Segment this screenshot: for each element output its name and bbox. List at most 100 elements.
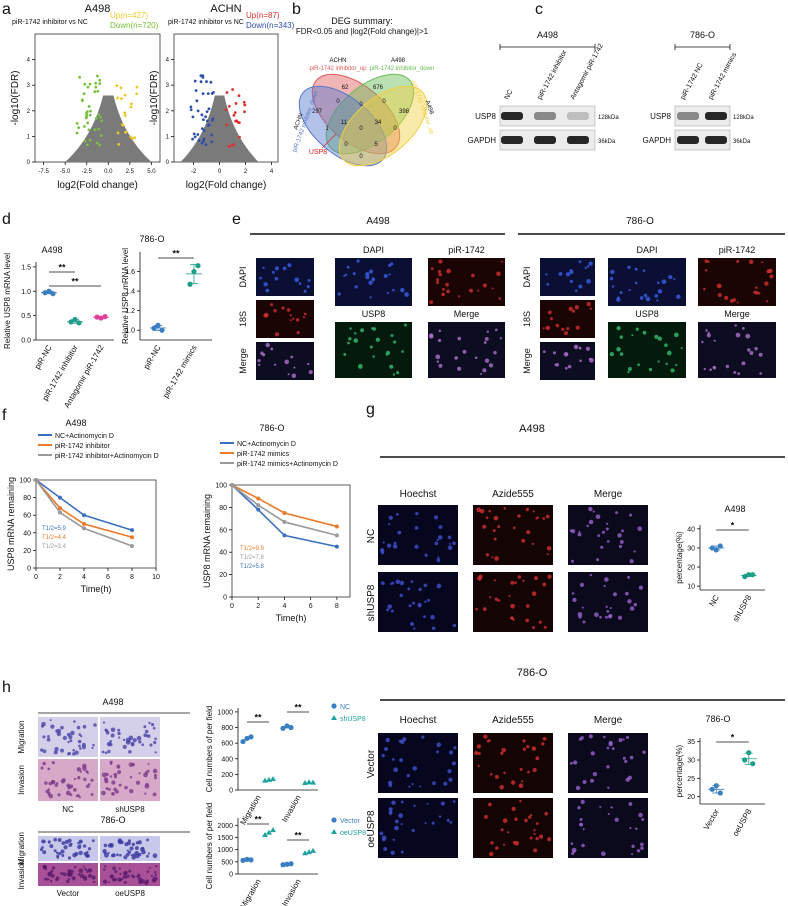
- cell: [606, 522, 609, 525]
- cell: [599, 805, 602, 808]
- cell: [383, 273, 388, 279]
- cell: [447, 545, 453, 551]
- cell: [344, 273, 348, 276]
- cell: [513, 526, 516, 530]
- cell: [382, 541, 385, 544]
- cell: [442, 287, 445, 291]
- cell: [531, 626, 535, 629]
- data-point: [130, 535, 134, 540]
- cell: [609, 351, 614, 357]
- cell: [619, 539, 624, 544]
- cell: [392, 838, 395, 841]
- cell: [579, 582, 585, 588]
- micrograph: [335, 258, 412, 306]
- cell: [47, 871, 52, 877]
- chart-title: A498: [41, 245, 62, 255]
- cell: [82, 865, 85, 868]
- cell: [599, 615, 602, 619]
- cell: [385, 353, 388, 356]
- cell: [138, 740, 142, 744]
- cell: [413, 804, 416, 808]
- cell: [661, 279, 667, 284]
- cell: [354, 332, 357, 335]
- cell: [87, 847, 92, 851]
- cell: [136, 875, 140, 879]
- cell: [736, 260, 740, 263]
- point-cloud: [224, 108, 228, 112]
- cell: [150, 722, 155, 727]
- x-tick-label: -2.5: [82, 169, 93, 175]
- cell: [146, 870, 150, 873]
- highlight-arrow: [321, 133, 337, 149]
- data-point: [256, 507, 261, 512]
- comparison: piR-1742 inhibitor vs NC: [12, 19, 88, 26]
- y-tick-label: 0.0: [21, 338, 31, 345]
- x-tick-label: oeUSP8: [731, 807, 754, 838]
- cell: [144, 729, 149, 734]
- cell: [418, 587, 422, 592]
- cell: [365, 274, 370, 280]
- cell: [111, 853, 116, 858]
- cell: [581, 606, 584, 609]
- cell: [437, 535, 443, 540]
- row-label: Merge: [238, 348, 248, 374]
- series-line: [35, 479, 133, 531]
- cell: [86, 870, 90, 873]
- cell: [60, 748, 64, 753]
- venn-set: [311, 73, 401, 155]
- cell: [618, 738, 623, 743]
- cell: [754, 347, 758, 351]
- point-cloud: [116, 96, 120, 100]
- y-tick-label: 500: [221, 859, 233, 866]
- cell: [637, 363, 640, 367]
- blot: [674, 105, 731, 127]
- point-cloud: [97, 113, 101, 117]
- cell: [153, 870, 157, 874]
- cell: [538, 620, 542, 624]
- point-cloud: [191, 115, 195, 119]
- row-label: 18S: [522, 311, 532, 327]
- point-cloud: [193, 135, 197, 139]
- cell: [452, 800, 456, 803]
- cell: [753, 290, 756, 294]
- cell: [87, 873, 93, 878]
- cell: [79, 844, 82, 847]
- band: [677, 136, 699, 144]
- column-label: NC: [62, 805, 74, 814]
- cell: [60, 779, 66, 784]
- data-point: [280, 862, 286, 868]
- cell: [545, 273, 548, 276]
- cell: [589, 307, 592, 310]
- chart-title: 786-O: [259, 423, 284, 433]
- cell: [40, 748, 44, 752]
- cell: [82, 724, 87, 729]
- data-point: [195, 263, 201, 269]
- point-cloud: [86, 121, 90, 125]
- cell: [76, 767, 82, 772]
- cell: [71, 876, 76, 881]
- cell: [611, 747, 615, 751]
- cell: [437, 269, 442, 274]
- y-tick-label: 0: [166, 160, 170, 166]
- cell: [656, 281, 660, 284]
- cell: [561, 327, 565, 331]
- cell: [528, 815, 532, 819]
- cell: [419, 785, 422, 788]
- cell: [145, 880, 149, 884]
- x-tick-label: 5.0: [147, 169, 156, 175]
- cell: [621, 529, 625, 533]
- data-point: [248, 734, 254, 740]
- data-point: [82, 513, 86, 518]
- data-point: [58, 506, 62, 511]
- column-label: Vector: [57, 889, 80, 898]
- cell: [73, 865, 77, 869]
- cell: [123, 881, 127, 884]
- venn-criteria: FDR<0.05 and |log2(Fold change)|>1: [296, 27, 429, 36]
- cell: [141, 743, 145, 747]
- cell: [108, 742, 113, 747]
- cell: [438, 329, 442, 333]
- cell: [56, 781, 59, 785]
- cell: [589, 573, 593, 577]
- data-point: [270, 827, 276, 833]
- cell: [368, 269, 374, 274]
